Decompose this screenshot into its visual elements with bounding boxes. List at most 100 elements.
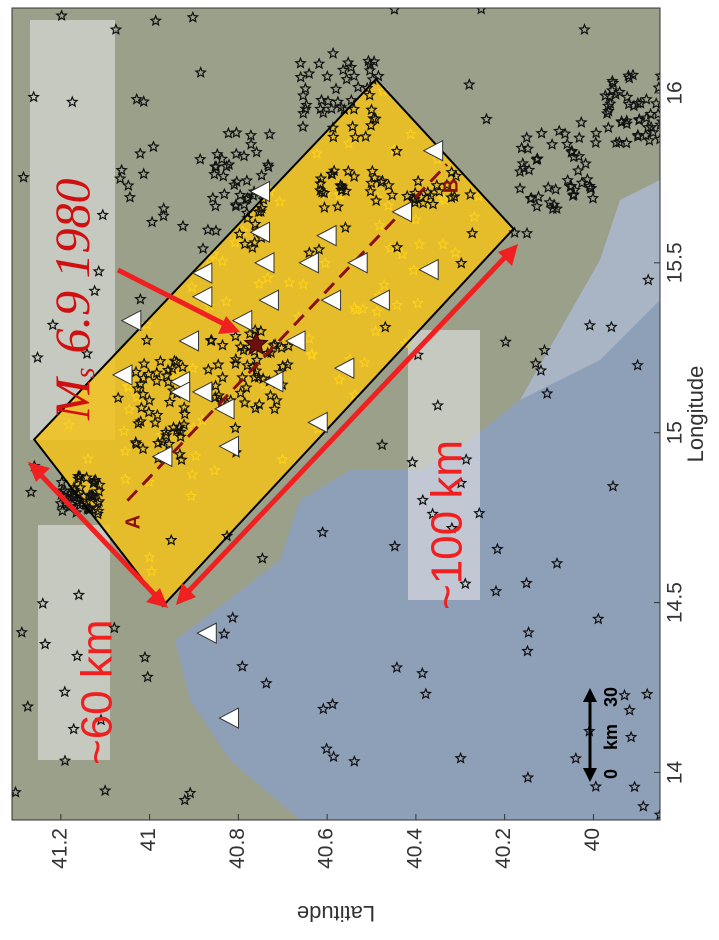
earthquake xyxy=(299,82,312,94)
earthquake xyxy=(400,189,414,202)
earthquake xyxy=(299,102,312,115)
earthquake xyxy=(248,370,261,383)
earthquake xyxy=(520,576,533,589)
earthquake xyxy=(326,46,340,59)
earthquake xyxy=(208,167,221,180)
earthquake xyxy=(94,713,108,726)
earthquake xyxy=(186,10,200,23)
earthquake xyxy=(142,405,156,418)
earthquake xyxy=(382,178,395,191)
earthquake xyxy=(141,670,154,683)
earthquake xyxy=(150,366,163,379)
aftershock xyxy=(276,453,289,465)
aftershock xyxy=(404,127,417,140)
event-text: 6.9 1980 xyxy=(44,178,100,353)
earthquake xyxy=(331,95,345,108)
earthquake xyxy=(534,364,548,376)
earthquake xyxy=(160,429,173,441)
y-tick-label: 41 xyxy=(137,828,160,851)
earthquake xyxy=(17,170,30,183)
earthquake xyxy=(407,193,420,205)
earthquake xyxy=(243,327,257,340)
earthquake xyxy=(58,754,72,767)
station xyxy=(191,262,213,284)
y-tick-label: 40.8 xyxy=(226,828,249,869)
aftershock xyxy=(391,298,404,311)
earthquake xyxy=(454,751,467,764)
earthquake xyxy=(316,525,329,538)
arrow-head xyxy=(28,462,50,482)
earthquake xyxy=(64,491,77,504)
earthquake xyxy=(268,338,282,350)
earthquake xyxy=(655,119,660,127)
aftershock xyxy=(186,362,199,374)
earthquake xyxy=(134,147,147,159)
earthquake xyxy=(601,99,615,112)
aftershock xyxy=(303,332,316,344)
earthquake xyxy=(154,354,167,367)
earthquake xyxy=(264,389,277,401)
earthquake xyxy=(318,186,331,199)
earthquake xyxy=(363,64,377,76)
y-axis-label: Latitude xyxy=(297,901,375,926)
earthquake xyxy=(329,82,343,95)
x-tick-label: 16 xyxy=(664,81,687,104)
earthquake xyxy=(522,626,535,638)
earthquake xyxy=(145,215,159,228)
earthquake xyxy=(640,687,654,700)
width-label: ~60 km xyxy=(73,619,122,765)
station xyxy=(258,289,279,312)
earthquake xyxy=(194,152,207,165)
earthquake xyxy=(115,163,128,176)
earthquake xyxy=(473,506,486,519)
aftershock xyxy=(185,489,198,502)
aftershock xyxy=(143,551,156,563)
earthquake xyxy=(165,533,178,546)
profile-a: A xyxy=(122,515,144,529)
earthquake xyxy=(445,521,459,534)
earthquake xyxy=(229,352,243,365)
earthquake xyxy=(432,184,446,197)
earthquake xyxy=(515,141,528,154)
earthquake xyxy=(375,438,389,451)
aftershock xyxy=(411,297,424,309)
earthquake xyxy=(390,240,404,253)
earthquake xyxy=(303,246,316,259)
earthquake xyxy=(640,92,653,105)
earthquake xyxy=(390,144,404,157)
earthquake xyxy=(339,221,352,233)
earthquake xyxy=(325,102,338,115)
earthquake xyxy=(440,178,454,191)
magnitude-sub: s xyxy=(70,367,101,378)
earthquake xyxy=(217,169,230,182)
scale-start: 0 xyxy=(601,769,621,779)
earthquake xyxy=(149,14,163,27)
earthquake xyxy=(359,130,372,142)
earthquake xyxy=(520,226,534,239)
earthquake xyxy=(416,196,430,209)
earthquake xyxy=(73,469,87,482)
aftershock xyxy=(216,255,229,267)
earthquake xyxy=(571,164,585,177)
earthquake xyxy=(27,90,40,103)
aftershock xyxy=(413,238,426,250)
earthquake xyxy=(480,112,493,125)
earthquake xyxy=(261,346,274,359)
earthquake xyxy=(161,363,175,376)
earthquake xyxy=(491,542,504,555)
aftershock xyxy=(273,195,286,208)
earthquake xyxy=(316,702,330,715)
station xyxy=(191,285,213,308)
earthquake xyxy=(654,70,660,82)
earthquake xyxy=(622,69,635,82)
earthquake xyxy=(170,355,183,368)
earthquake xyxy=(454,476,468,489)
earthquake xyxy=(552,124,566,137)
earthquake xyxy=(254,324,268,337)
earthquake xyxy=(21,700,34,712)
aftershock xyxy=(319,257,332,269)
earthquake xyxy=(368,171,381,184)
magnitude-symbol: M xyxy=(44,376,100,421)
earthquake xyxy=(137,167,150,180)
aftershock xyxy=(81,452,95,465)
